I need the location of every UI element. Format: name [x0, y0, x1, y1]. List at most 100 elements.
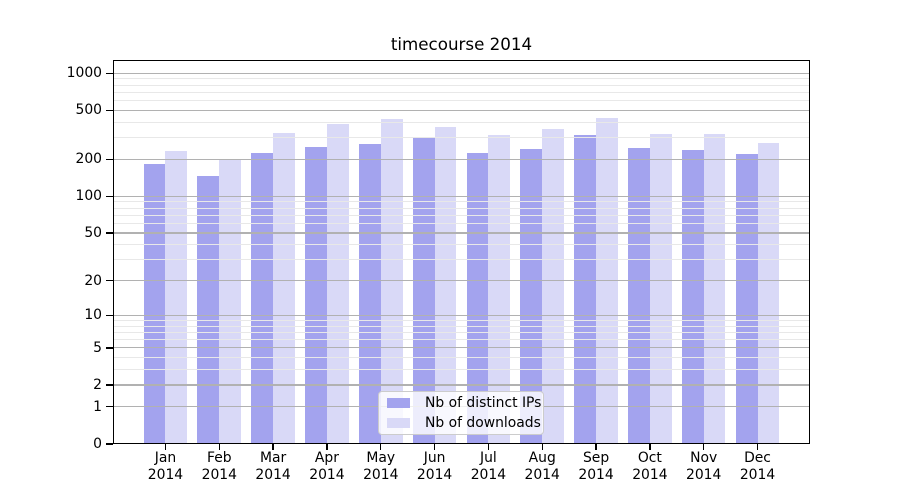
y-tick-mark [106, 158, 113, 161]
y-tick-mark [106, 195, 113, 198]
y-tick-mark [106, 232, 113, 234]
y-tick-mark [106, 109, 113, 112]
y-tick-label: 5 [93, 339, 102, 356]
bar-downloads [434, 127, 457, 444]
legend-label: Nb of downloads [425, 415, 541, 431]
bar-downloads [219, 159, 242, 444]
legend-label: Nb of distinct IPs [425, 395, 542, 411]
x-tick-label: May 2014 [363, 450, 399, 483]
grid-layer [113, 60, 810, 444]
bar-downloads [326, 123, 349, 444]
x-tick-label: Jun 2014 [416, 450, 453, 483]
minor-gridline [113, 201, 810, 203]
bar-downloads [488, 135, 511, 444]
bar-downloads [649, 134, 672, 444]
x-tick-mark [703, 444, 705, 450]
minor-gridline [113, 84, 810, 86]
legend: Nb of distinct IPs Nb of downloads [378, 391, 544, 435]
y-tick-label: 10 [84, 307, 102, 324]
minor-gridline [113, 137, 810, 139]
y-tick-label: 500 [75, 102, 102, 119]
chart-title: timecourse 2014 [390, 34, 533, 54]
x-tick-label: Oct 2014 [632, 450, 668, 483]
x-tick-label: Jan 2014 [147, 450, 184, 483]
y-tick-mark [106, 384, 113, 386]
bar-downloads [542, 129, 565, 444]
legend-item-distinct-ips: Nb of distinct IPs [379, 393, 543, 413]
y-tick-label: 0 [93, 436, 102, 452]
legend-swatch-downloads [387, 418, 410, 428]
x-tick-mark [487, 444, 490, 450]
y-tick-label: 2 [93, 377, 102, 394]
minor-gridline [113, 331, 810, 333]
major-gridline [113, 195, 810, 197]
x-tick-label: Jul 2014 [470, 450, 507, 483]
bar-downloads [757, 143, 780, 444]
minor-gridline [113, 319, 810, 321]
bar-distinct-ips [574, 134, 597, 444]
bar-distinct-ips [412, 138, 435, 444]
x-tick-mark [218, 444, 220, 450]
x-tick-label: Aug 2014 [524, 450, 560, 483]
x-tick-mark [649, 444, 651, 450]
minor-gridline [113, 91, 810, 93]
y-tick-label: 1 [93, 398, 102, 415]
minor-gridline [113, 357, 810, 359]
bar-distinct-ips [735, 154, 758, 444]
y-tick-label: 100 [75, 188, 102, 205]
legend-swatch-distinct-ips [387, 398, 410, 408]
major-gridline [113, 314, 810, 316]
y-tick-mark [106, 72, 113, 74]
x-tick-mark [756, 444, 759, 450]
x-tick-mark [595, 444, 597, 450]
x-tick-mark [380, 444, 382, 450]
minor-gridline [113, 207, 810, 209]
x-tick-mark [164, 444, 167, 450]
legend-item-downloads: Nb of downloads [379, 413, 543, 433]
y-tick-label: 50 [84, 225, 102, 242]
y-tick-mark [106, 314, 113, 316]
major-gridline [113, 72, 810, 74]
bar-distinct-ips [681, 149, 704, 444]
major-gridline [113, 109, 810, 112]
y-tick-mark [106, 347, 113, 349]
x-tick-mark [326, 444, 328, 450]
x-tick-label: Mar 2014 [255, 450, 291, 483]
bar-distinct-ips [143, 164, 166, 444]
major-gridline [113, 158, 810, 161]
x-tick-label: Feb 2014 [201, 450, 237, 483]
minor-gridline [113, 78, 810, 80]
bar-downloads [380, 118, 403, 444]
bar-distinct-ips [466, 152, 489, 444]
bar-distinct-ips [358, 144, 381, 444]
y-tick-mark [106, 443, 113, 445]
plot-area: Nb of distinct IPs Nb of downloads [113, 60, 810, 444]
bar-downloads [165, 150, 188, 444]
minor-gridline [113, 244, 810, 246]
y-tick-label: 1000 [66, 65, 102, 82]
minor-gridline [113, 325, 810, 327]
y-tick-label: 20 [84, 272, 102, 289]
y-tick-label: 200 [75, 151, 102, 168]
minor-gridline [113, 121, 810, 123]
minor-gridline [113, 369, 810, 371]
bar-distinct-ips [197, 175, 220, 444]
x-tick-label: Nov 2014 [686, 450, 722, 483]
major-gridline [113, 232, 810, 234]
x-tick-label: Sep 2014 [578, 450, 614, 483]
bar-distinct-ips [628, 148, 650, 444]
y-tick-mark [106, 279, 113, 282]
minor-gridline [113, 222, 810, 224]
y-tick-mark [106, 406, 113, 408]
minor-gridline [113, 339, 810, 341]
x-tick-label: Dec 2014 [739, 450, 776, 483]
x-tick-mark [433, 444, 436, 450]
bar-downloads [703, 134, 726, 444]
major-gridline [113, 384, 810, 386]
x-tick-label: Apr 2014 [309, 450, 345, 483]
x-tick-mark [272, 444, 274, 450]
bar-downloads [273, 133, 295, 444]
minor-gridline [113, 100, 810, 102]
major-gridline [113, 347, 810, 349]
